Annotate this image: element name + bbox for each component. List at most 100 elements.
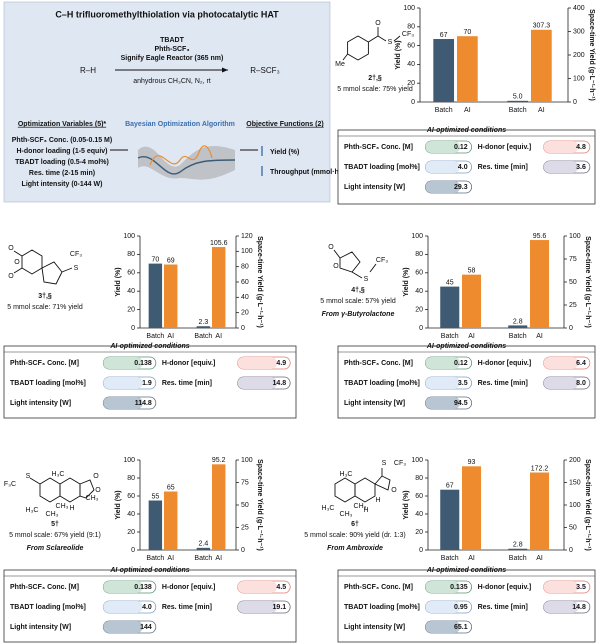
- y2-tick-label: 50: [241, 502, 249, 509]
- condition-fill: [237, 581, 278, 593]
- condition-value: 114.8: [135, 400, 152, 407]
- condition-fill: [103, 357, 143, 369]
- value-label: 2.8: [513, 318, 523, 325]
- y2-tick-label: 75: [241, 479, 249, 486]
- condition-fill: [543, 357, 579, 369]
- atom: H: [363, 507, 368, 514]
- acquisition-curve: [149, 145, 213, 166]
- x-tick-label: Batch: [441, 333, 459, 340]
- condition-value: 3.5: [458, 380, 468, 387]
- y-tick-label: 40: [127, 288, 135, 295]
- scheme: C–H trifluoromethylthiolation via photoc…: [3, 1, 347, 203]
- atom: CH₃: [340, 511, 353, 518]
- bar: [433, 39, 455, 102]
- y-tick-label: 100: [123, 457, 135, 464]
- condition-fill: [103, 621, 143, 633]
- condition-value: 8.0: [576, 380, 586, 387]
- bond: [342, 53, 348, 61]
- y2-tick-label: 40: [241, 294, 249, 301]
- ring: [334, 477, 356, 503]
- y2-tick-label: 200: [569, 457, 581, 464]
- scale-note: 5 mmol scale: 71% yield: [7, 304, 83, 311]
- y2-tick-label: 0: [569, 547, 573, 554]
- bar: [530, 472, 550, 550]
- atom: O: [14, 259, 20, 266]
- value-label: 69: [167, 257, 175, 264]
- value-label: 70: [463, 29, 471, 36]
- condition-label: Res. time [min]: [162, 604, 212, 611]
- y2-tick-label: 150: [569, 479, 581, 486]
- y-axis-label: Yield (%): [403, 490, 410, 519]
- atom: O: [8, 273, 14, 280]
- bond: [377, 35, 387, 42]
- x-tick-label: AI: [464, 107, 471, 114]
- molecule-6: S CF₃ O H₃C H CH₃ H₃C CH₃ H: [322, 460, 407, 518]
- y-tick-label: 100: [411, 233, 423, 240]
- condition-fill: [237, 377, 278, 389]
- scheme-title: C–H trifluoromethylthiolation via photoc…: [55, 9, 279, 19]
- bar: [212, 247, 226, 328]
- scale-note: 5 mmol scale: 57% yield: [320, 298, 396, 305]
- y2-tick-label: 0: [569, 325, 573, 332]
- x-tick-label: AI: [468, 333, 475, 340]
- y2-tick-label: 50: [569, 524, 577, 531]
- y-tick-label: 100: [403, 5, 415, 12]
- bar: [508, 548, 528, 550]
- condition-label: Light intensity [W]: [344, 624, 405, 631]
- condition-label: Res. time [min]: [162, 380, 212, 387]
- x-tick-label: AI: [215, 333, 222, 340]
- y2-tick-label: 100: [241, 248, 253, 255]
- condition-label: TBADT loading [mol%]: [10, 604, 86, 611]
- atom: S: [364, 276, 369, 283]
- y2-tick-label: 25: [241, 524, 249, 531]
- value-label: 67: [440, 32, 448, 39]
- atom: S: [26, 473, 31, 480]
- reagent: Phth-SCF₃: [154, 46, 189, 53]
- y-tick-label: 80: [407, 24, 415, 31]
- condition-value: 14.8: [273, 380, 287, 387]
- y2-tick-label: 0: [573, 99, 577, 106]
- y-tick-label: 0: [411, 99, 415, 106]
- x-tick-label: AI: [536, 333, 543, 340]
- bar: [212, 464, 226, 550]
- ring: [39, 477, 61, 503]
- y-tick-label: 0: [419, 325, 423, 332]
- atom: CF₃: [402, 31, 414, 38]
- x-tick-label: Batch: [509, 555, 527, 562]
- atom: H: [375, 497, 380, 504]
- y2-tick-label: 100: [241, 457, 253, 464]
- condition-fill: [543, 377, 579, 389]
- y-tick-label: 60: [127, 493, 135, 500]
- y-tick-label: 0: [131, 547, 135, 554]
- ring: [59, 477, 81, 503]
- arrow-head: [222, 67, 228, 73]
- value-label: 5.0: [513, 94, 523, 101]
- compound-number: 3†,§: [38, 293, 52, 300]
- y2-tick-label: 60: [241, 279, 249, 286]
- y-tick-label: 100: [123, 233, 135, 240]
- bar: [531, 29, 552, 102]
- condition-value: 4.0: [458, 164, 468, 171]
- condition-label: Phth-SCF₃ Conc. [M]: [10, 584, 79, 591]
- atom: CH₃: [56, 503, 69, 510]
- y2-tick-label: 0: [241, 547, 245, 554]
- solvent: anhydrous CH₃CN, N₂, rt: [133, 78, 211, 85]
- variable: TBADT loading (0.5-4 mol%): [15, 159, 109, 166]
- y2-tick-label: 0: [241, 325, 245, 332]
- bond: [61, 267, 73, 273]
- value-label: 70: [151, 256, 159, 263]
- y-tick-label: 60: [407, 42, 415, 49]
- condition-label: Phth-SCF₃ Conc. [M]: [344, 584, 413, 591]
- atom: CF₃: [70, 251, 82, 258]
- y-tick-label: 80: [415, 251, 423, 258]
- value-label: 58: [468, 267, 476, 274]
- molecule-4: O O S CF₃: [328, 244, 388, 283]
- bond: [29, 477, 41, 485]
- x-tick-label: AI: [215, 555, 222, 562]
- condition-label: H-donor [equiv.]: [478, 144, 532, 151]
- objective: Throughput (mmol·h⁻¹): [270, 169, 347, 176]
- condition-fill: [543, 161, 579, 173]
- x-tick-label: Batch: [194, 333, 212, 340]
- atom: H₃C: [52, 471, 65, 478]
- condition-value: 0.138: [134, 360, 152, 367]
